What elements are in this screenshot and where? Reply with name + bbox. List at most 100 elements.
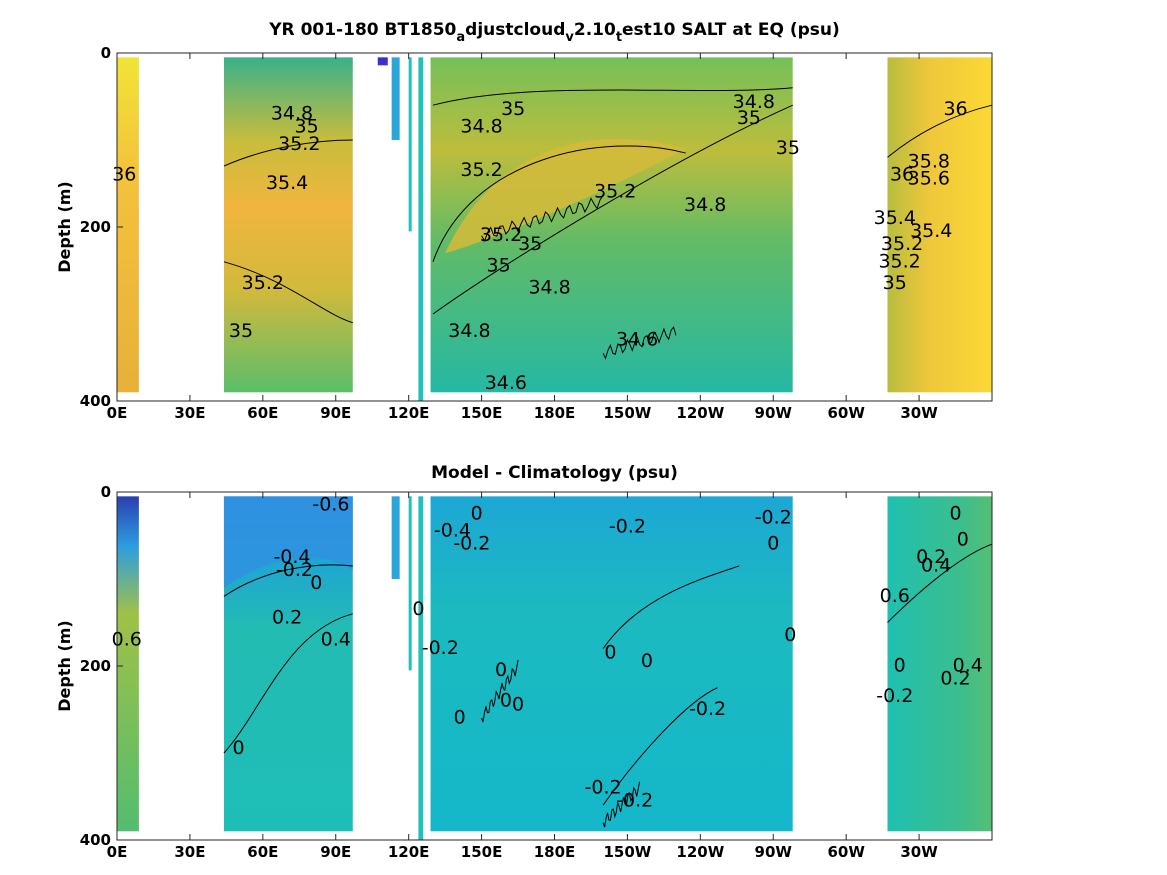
contour-label: 35.2 [278, 133, 320, 155]
contour-line [602, 565, 740, 649]
x-tick-label: 0E [107, 404, 128, 422]
contour-label: -0.6 [312, 494, 349, 516]
contour-line [223, 139, 353, 167]
contour-label: 35 [501, 98, 525, 120]
contour-label: 34.8 [684, 194, 726, 216]
x-tick-label: 30W [900, 404, 938, 422]
contour-label: 35 [737, 107, 761, 129]
contour-line [432, 104, 793, 315]
ocean-segment [223, 57, 353, 393]
chart-title: Model - Climatology (psu) [431, 463, 678, 483]
contour-label: 34.8 [448, 320, 490, 342]
x-tick-label: 90E [320, 843, 351, 861]
contour-label: 35.4 [874, 207, 916, 229]
x-tick-label: 30W [900, 843, 938, 861]
contour-label: 0.4 [321, 628, 351, 650]
ocean-segment [391, 496, 400, 579]
contour-label: 0 [641, 650, 653, 672]
contour-label: -0.2 [755, 507, 792, 529]
x-tick-label: 120W [676, 843, 724, 861]
x-tick-label: 120E [388, 843, 430, 861]
contour-line [432, 87, 793, 106]
contour-label: 34.8 [733, 91, 775, 113]
contour-line [481, 195, 604, 242]
contour-label: -0.2 [876, 685, 913, 707]
contour-label: 0 [604, 641, 616, 663]
y-tick-label: 400 [80, 392, 111, 410]
x-tick-label: 0E [107, 843, 128, 861]
contour-label: 36 [943, 98, 967, 120]
x-tick-label: 180E [534, 404, 576, 422]
contour-label: 0.6 [112, 628, 142, 650]
contour-label: 35.4 [266, 172, 308, 194]
salinity-core [445, 138, 686, 254]
contour-label: 0.2 [940, 668, 970, 690]
x-tick-label: 120E [388, 404, 430, 422]
ocean-segment [430, 496, 793, 832]
ocean-segment [887, 57, 992, 393]
y-tick-label: 0 [101, 483, 111, 501]
x-tick-label: 60E [247, 843, 278, 861]
contour-label: 0.2 [272, 607, 302, 629]
contour-line [432, 145, 686, 262]
contour-label: 35 [294, 115, 318, 137]
contour-line [602, 781, 641, 828]
fresh-bias [223, 496, 353, 588]
contour-line [223, 613, 353, 754]
contour-line [602, 687, 718, 806]
contour-label: 0 [454, 707, 466, 729]
contour-label: 35.2 [878, 250, 920, 272]
panel-2: Model - Climatology (psu)-0.6-0.4-0.200.… [55, 463, 993, 861]
chart-title: YR 001-180 BT1850adjustcloudv2.10test10 … [268, 20, 840, 45]
contour-label: 0 [412, 598, 424, 620]
contour-label: 35.6 [908, 168, 950, 190]
contour-label: 0 [500, 689, 512, 711]
x-tick-label: 30E [174, 404, 205, 422]
contour-label: -0.2 [453, 533, 490, 555]
contour-label: 35.2 [594, 181, 636, 203]
contour-label: 35 [518, 233, 542, 255]
contour-label: 0.4 [921, 554, 951, 576]
contour-line [223, 564, 353, 597]
contour-label: -0.4 [273, 546, 310, 568]
x-tick-label: 150W [603, 843, 651, 861]
x-tick-label: 60W [827, 404, 865, 422]
contour-label: -0.4 [434, 520, 471, 542]
ocean-segment [418, 496, 424, 840]
x-tick-label: 150W [603, 404, 651, 422]
contour-label: 0 [232, 737, 244, 759]
x-tick-label: 150E [461, 404, 503, 422]
ocean-segment [117, 496, 139, 832]
contour-line [602, 326, 677, 360]
panel-1: YR 001-180 BT1850adjustcloudv2.10test10 … [55, 20, 993, 422]
contour-label: 35.2 [480, 224, 522, 246]
contour-line [223, 261, 353, 324]
y-axis-label: Depth (m) [55, 181, 74, 273]
x-tick-label: 150E [461, 843, 503, 861]
contour-label: 0 [310, 572, 322, 594]
ocean-segment [377, 57, 388, 66]
contour-label: 35.8 [908, 150, 950, 172]
contour-label: 0 [784, 624, 796, 646]
x-tick-label: 90W [755, 404, 793, 422]
contour-label: 0 [767, 533, 779, 555]
contour-label: 35.4 [910, 220, 952, 242]
x-tick-label: 60E [247, 404, 278, 422]
contour-label: 35 [883, 272, 907, 294]
contour-label: 34.8 [528, 276, 570, 298]
contour-label: -0.2 [609, 515, 646, 537]
contour-label: 34.8 [460, 115, 502, 137]
ocean-segment [408, 57, 412, 232]
contour-label: 0.6 [880, 585, 910, 607]
contour-label: -0.2 [689, 698, 726, 720]
contour-label: 0 [512, 694, 524, 716]
contour-label: 34.6 [616, 329, 658, 351]
contour-label: -0.2 [276, 559, 313, 581]
contour-label: 34.6 [485, 372, 527, 394]
contour-label: 36 [890, 163, 914, 185]
ocean-segment [117, 57, 139, 393]
x-tick-label: 90E [320, 404, 351, 422]
contour-label: 36 [112, 163, 136, 185]
contour-label: 0 [894, 655, 906, 677]
